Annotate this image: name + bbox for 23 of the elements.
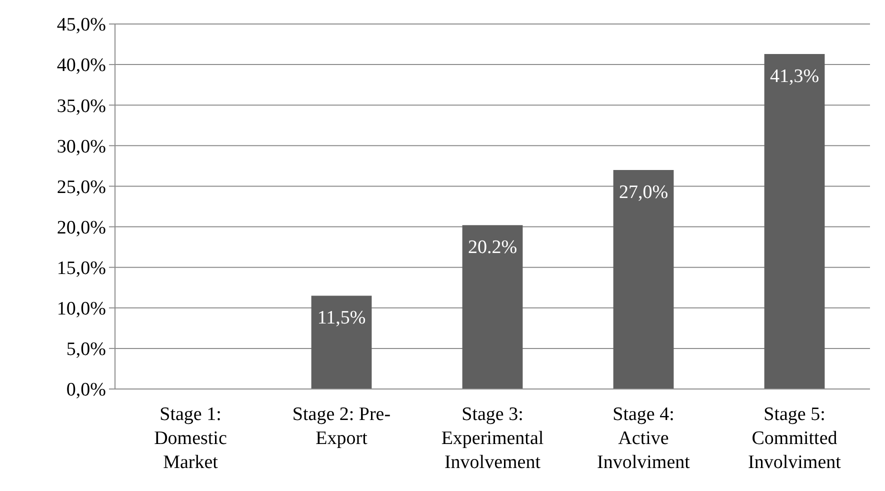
data-label: 41,3% [770, 66, 820, 88]
y-tick-label: 15,0% [56, 258, 106, 279]
y-tick-label: 25,0% [56, 176, 106, 198]
data-label: 20.2% [468, 237, 518, 258]
bar [613, 170, 674, 389]
y-tick-label: 40,0% [56, 55, 106, 76]
y-tick-label: 10,0% [56, 298, 106, 320]
x-tick-label: Stage 3: Experimental Involvement [441, 404, 544, 473]
y-tick-label: 5,0% [66, 339, 106, 360]
x-tick-label: Stage 5: Committed Involviment [748, 404, 842, 473]
x-tick-label: Stage 1: Domestic Market [154, 404, 227, 473]
data-label: 27,0% [618, 182, 668, 203]
y-tick-label: 0,0% [66, 380, 106, 401]
y-tick-label: 20,0% [56, 217, 106, 238]
y-tick-label: 30,0% [56, 136, 106, 158]
x-tick-label: Stage 4: Active Involviment [597, 404, 691, 473]
y-tick-label: 35,0% [56, 96, 106, 117]
bar [462, 225, 523, 389]
data-label: 11,5% [317, 308, 366, 329]
bar [311, 296, 372, 389]
bar [764, 54, 825, 389]
y-tick-label: 45,0% [56, 14, 106, 36]
x-tick-label: Stage 2: Pre-Export [292, 404, 391, 449]
